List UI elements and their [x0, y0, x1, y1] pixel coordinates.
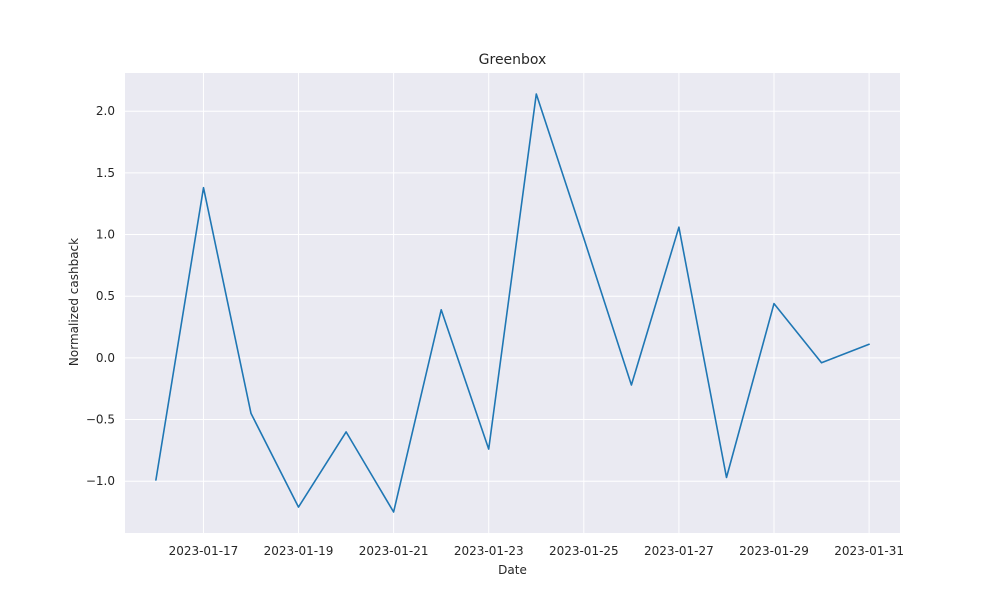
y-axis: −1.0 −0.5 0.0 0.5 1.0 1.5 2.0 — [86, 104, 115, 488]
grid — [125, 73, 900, 533]
y-tick-label: 0.5 — [96, 289, 115, 303]
x-tick-label: 2023-01-27 — [644, 544, 714, 558]
chart-title: Greenbox — [479, 52, 547, 68]
x-tick-label: 2023-01-19 — [264, 544, 334, 558]
y-tick-label: 1.0 — [96, 228, 115, 242]
series-layer — [155, 93, 870, 513]
x-tick-label: 2023-01-17 — [169, 544, 239, 558]
y-axis-title: Normalized cashback — [67, 238, 81, 366]
x-axis: 2023-01-17 2023-01-19 2023-01-21 2023-01-23… — [169, 544, 904, 558]
y-tick-label: 2.0 — [96, 104, 115, 118]
series-line — [155, 93, 870, 513]
x-tick-label: 2023-01-21 — [359, 544, 429, 558]
plot-area — [125, 73, 900, 533]
x-tick-label: 2023-01-23 — [454, 544, 524, 558]
y-tick-label: −1.0 — [86, 474, 115, 488]
x-tick-label: 2023-01-29 — [739, 544, 809, 558]
y-tick-label: 0.0 — [96, 351, 115, 365]
x-tick-label: 2023-01-25 — [549, 544, 619, 558]
x-axis-title: Date — [498, 563, 527, 577]
y-tick-label: 1.5 — [96, 166, 115, 180]
x-tick-label: 2023-01-31 — [834, 544, 904, 558]
y-tick-label: −0.5 — [86, 413, 115, 427]
